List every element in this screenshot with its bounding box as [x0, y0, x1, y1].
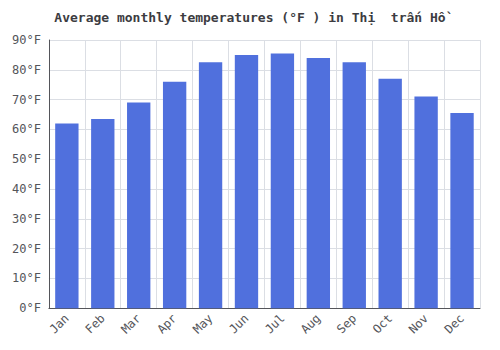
svg-text:Feb: Feb [83, 311, 108, 336]
svg-text:10°F: 10°F [12, 271, 41, 285]
svg-text:30°F: 30°F [12, 212, 41, 226]
svg-text:60°F: 60°F [12, 122, 41, 136]
svg-text:Sep: Sep [334, 311, 359, 336]
svg-text:Jan: Jan [47, 311, 72, 336]
svg-text:Mar: Mar [118, 311, 143, 336]
svg-text:Oct: Oct [370, 311, 395, 336]
svg-text:Dec: Dec [442, 311, 467, 336]
svg-text:20°F: 20°F [12, 242, 41, 256]
svg-text:70°F: 70°F [12, 93, 41, 107]
svg-text:90°F: 90°F [12, 33, 41, 47]
svg-text:Jun: Jun [226, 311, 251, 336]
svg-text:50°F: 50°F [12, 152, 41, 166]
svg-text:Apr: Apr [154, 311, 179, 336]
svg-text:40°F: 40°F [12, 182, 41, 196]
svg-text:0°F: 0°F [19, 301, 41, 315]
svg-text:Aug: Aug [298, 311, 323, 336]
svg-text:Average monthly temperatures (: Average monthly temperatures (°F ) in Th… [54, 10, 450, 25]
svg-text:Jul: Jul [262, 311, 287, 336]
svg-text:Nov: Nov [406, 311, 431, 336]
svg-text:80°F: 80°F [12, 63, 41, 77]
svg-text:May: May [190, 311, 215, 336]
